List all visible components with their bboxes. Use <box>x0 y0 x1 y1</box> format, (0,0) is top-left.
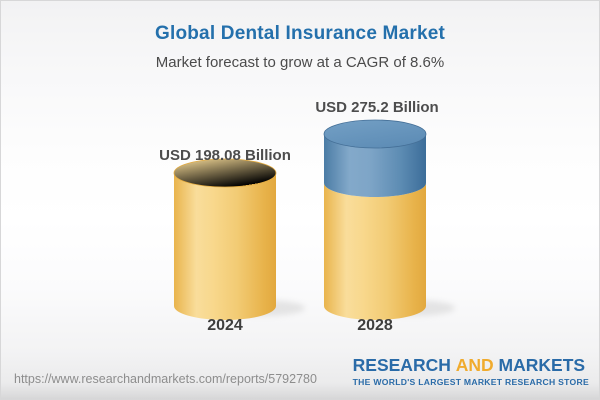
logo-tagline: THE WORLD'S LARGEST MARKET RESEARCH STOR… <box>352 376 589 387</box>
logo-wordmark: RESEARCH AND MARKETS <box>352 355 589 375</box>
cylinder-2028 <box>323 119 427 320</box>
logo-word-markets: MARKETS <box>498 355 586 375</box>
research-and-markets-logo: RESEARCH AND MARKETS THE WORLD'S LARGEST… <box>352 355 589 387</box>
category-label-2024: 2024 <box>207 317 243 334</box>
value-label-2028: USD 275.2 Billion <box>315 99 439 116</box>
cylinder-2024 <box>173 158 277 320</box>
report-url: https://www.researchandmarkets.com/repor… <box>14 372 317 386</box>
cylinder-2028-base-segment <box>324 183 426 320</box>
value-label-2024: USD 198.08 Billion <box>159 147 291 164</box>
cylinder-2024-top-face <box>173 158 277 188</box>
logo-word-research: RESEARCH <box>352 355 451 375</box>
chart-title: Global Dental Insurance Market <box>154 23 446 44</box>
cylinder-2028-growth-segment <box>324 134 426 197</box>
chart-subtitle: Market forecast to grow at a CAGR of 8.6… <box>155 54 445 71</box>
category-label-2028: 2028 <box>357 317 393 334</box>
cylinder-2028-top-face <box>323 119 427 149</box>
logo-word-and: AND <box>455 355 494 375</box>
